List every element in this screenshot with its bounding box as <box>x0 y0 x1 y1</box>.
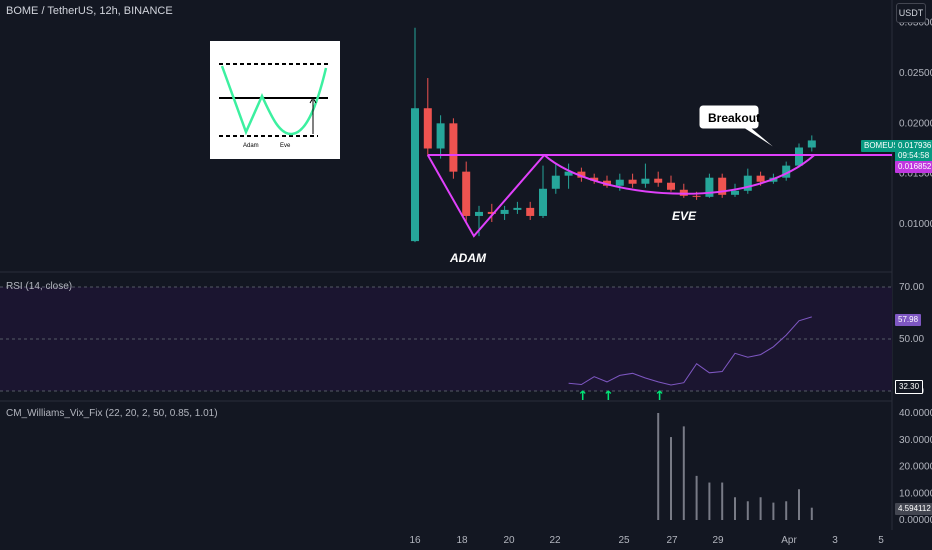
adam-label: ADAM <box>449 251 487 265</box>
rsi-series: ↑ ↑ ↑ <box>0 286 892 404</box>
breakout-callout: Breakout <box>698 104 780 152</box>
candle-body <box>487 211 496 214</box>
candle-body <box>641 178 650 184</box>
vix-tick: 40.000000 <box>899 408 932 419</box>
vix-tick: 20.000000 <box>899 462 932 473</box>
candle-body <box>423 108 432 149</box>
candle-body <box>475 211 483 216</box>
countdown-tag: 09:54:58 <box>895 150 932 162</box>
time-tick: 27 <box>666 535 678 546</box>
price-tick: 0.030000 <box>899 18 932 29</box>
candle-body <box>411 108 419 242</box>
time-tick: 22 <box>549 535 561 546</box>
candle-body <box>807 140 816 148</box>
candle-body <box>526 207 535 216</box>
currency-button[interactable]: USDT <box>896 3 926 23</box>
rsi-tick: 50.00 <box>899 334 924 345</box>
breakout-label: Breakout <box>708 111 760 125</box>
eve-label: EVE <box>672 209 697 223</box>
time-tick: 5 <box>878 535 884 546</box>
candle-body <box>577 171 586 178</box>
vix-tick: 30.000000 <box>899 435 932 446</box>
candle-body <box>513 207 522 210</box>
time-tick: Apr <box>781 535 797 546</box>
candle-body <box>564 171 573 176</box>
time-tick: 20 <box>503 535 515 546</box>
candle-body <box>705 177 714 197</box>
symbol-title[interactable]: BOME / TetherUS, 12h, BINANCE <box>6 5 173 17</box>
rsi-low-tag: 32.30 <box>895 380 924 394</box>
candle-body <box>654 178 663 183</box>
axes: 0.010000 0.015000 0.020000 0.025000 0.030000… <box>409 18 932 546</box>
rsi-oversold-arrow: ↑ <box>577 389 588 404</box>
rsi-oversold-arrow: ↑ <box>654 389 665 404</box>
price-tick: 0.010000 <box>899 219 932 230</box>
candle-body <box>756 175 765 182</box>
candle-body <box>449 123 458 172</box>
time-tick: 29 <box>712 535 724 546</box>
eve-cup-curve <box>543 154 816 195</box>
inset-eve-label: Eve <box>280 143 291 149</box>
last-price-tag: 0.017936 <box>895 140 932 152</box>
candle-body <box>436 123 445 149</box>
price-tick: 0.020000 <box>899 118 932 129</box>
candle-body <box>615 179 624 186</box>
candle-body <box>628 179 637 184</box>
candle-body <box>731 190 739 195</box>
candle-body <box>795 147 803 166</box>
time-tick: 18 <box>456 535 468 546</box>
vix-value-tag: 4.594112 <box>895 503 932 515</box>
candle-body <box>782 165 791 178</box>
vix-tick: 0.000000 <box>899 515 932 526</box>
vix-title[interactable]: CM_Williams_Vix_Fix (22, 20, 2, 50, 0.85… <box>6 408 218 419</box>
candles <box>411 27 816 243</box>
time-tick: 25 <box>618 535 630 546</box>
pattern-lines <box>426 154 892 238</box>
candle-body <box>718 177 727 195</box>
rsi-line <box>568 316 812 386</box>
candle-body <box>667 182 675 190</box>
rsi-tick: 70.00 <box>899 282 924 293</box>
rsi-title[interactable]: RSI (14, close) <box>6 281 73 292</box>
candle-body <box>692 195 701 197</box>
candle-body <box>743 175 752 191</box>
vix-series <box>657 413 813 520</box>
level-price-tag: 0.016852 <box>895 161 932 173</box>
rsi-oversold-arrow: ↑ <box>603 389 614 404</box>
price-tick: 0.025000 <box>899 68 932 79</box>
time-tick: 16 <box>409 535 421 546</box>
candle-body <box>462 171 471 216</box>
inset-adam-label: Adam <box>243 143 259 149</box>
candle-body <box>539 188 547 216</box>
pattern-inset: Adam Eve <box>210 41 340 159</box>
rsi-value-tag: 57.98 <box>895 314 922 326</box>
vix-tick: 10.000000 <box>899 488 932 499</box>
candle-body <box>500 209 509 214</box>
adam-v-line <box>426 154 546 238</box>
grid <box>0 0 893 530</box>
time-tick: 3 <box>832 535 838 546</box>
candle-body <box>551 175 560 189</box>
price-tick: 0.015000 <box>899 169 932 180</box>
candle-body <box>590 177 599 181</box>
